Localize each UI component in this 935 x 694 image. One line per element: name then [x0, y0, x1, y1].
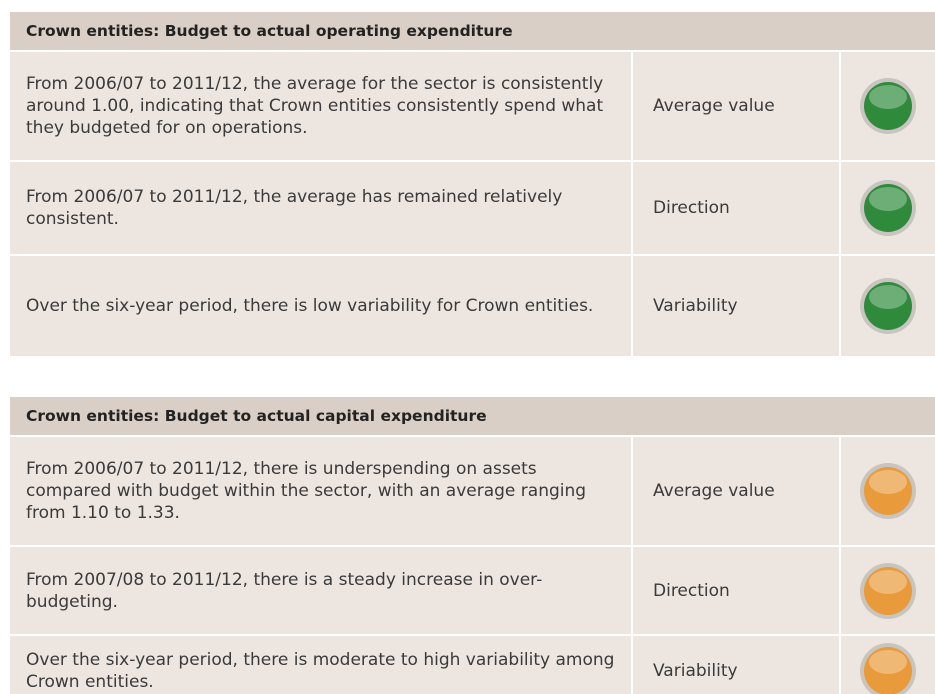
description: From 2006/07 to 2011/12, the average has… [10, 162, 633, 254]
status-cell [841, 437, 935, 545]
light [864, 467, 912, 515]
table-row: From 2006/07 to 2011/12, there is unders… [10, 437, 935, 547]
status-cell [841, 52, 935, 160]
status-cell [841, 636, 935, 694]
table-row: Over the six-year period, there is moder… [10, 636, 935, 694]
status-light [860, 463, 916, 519]
description: From 2006/07 to 2011/12, the average for… [10, 52, 633, 160]
light [864, 647, 912, 694]
table-header: Crown entities: Budget to actual capital… [10, 397, 935, 437]
light-highlight [869, 650, 907, 674]
table-row: From 2006/07 to 2011/12, the average for… [10, 52, 935, 162]
light-highlight [869, 187, 907, 211]
indicator: Direction [633, 162, 841, 254]
light [864, 82, 912, 130]
description: Over the six-year period, there is moder… [10, 636, 633, 694]
status-cell [841, 162, 935, 254]
description: From 2006/07 to 2011/12, there is unders… [10, 437, 633, 545]
status-light [860, 180, 916, 236]
indicator: Variability [633, 256, 841, 356]
light-highlight [869, 470, 907, 494]
table: Crown entities: Budget to actual operati… [10, 12, 935, 358]
indicator: Average value [633, 52, 841, 160]
status-light [860, 643, 916, 694]
table-row: Over the six-year period, there is low v… [10, 256, 935, 358]
light [864, 184, 912, 232]
description: Over the six-year period, there is low v… [10, 256, 633, 356]
table-row: From 2007/08 to 2011/12, there is a stea… [10, 547, 935, 636]
status-light [860, 278, 916, 334]
light [864, 566, 912, 615]
indicator: Average value [633, 437, 841, 545]
indicator: Variability [633, 636, 841, 694]
table-row: From 2006/07 to 2011/12, the average has… [10, 162, 935, 256]
light-highlight [869, 85, 907, 109]
light-highlight [869, 569, 907, 594]
status-cell [841, 547, 935, 634]
light [864, 282, 912, 330]
indicator: Direction [633, 547, 841, 634]
table: Crown entities: Budget to actual capital… [10, 397, 935, 694]
table-header: Crown entities: Budget to actual operati… [10, 12, 935, 52]
light-highlight [869, 285, 907, 309]
status-light [860, 562, 916, 619]
status-cell [841, 256, 935, 356]
status-light [860, 78, 916, 134]
description: From 2007/08 to 2011/12, there is a stea… [10, 547, 633, 634]
